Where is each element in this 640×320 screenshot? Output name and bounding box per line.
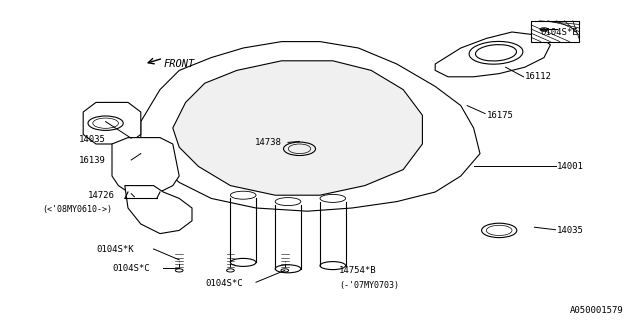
Text: 14738: 14738 [255,138,282,147]
Polygon shape [125,186,192,234]
Text: (<'08MY0610->): (<'08MY0610->) [42,205,112,214]
Text: 14001: 14001 [557,162,584,171]
Text: 0104S*E: 0104S*E [541,28,579,36]
Text: A050001579: A050001579 [570,306,624,315]
Text: 0104S*C: 0104S*C [113,264,150,273]
Text: (-'07MY0703): (-'07MY0703) [339,281,399,290]
Text: 16112: 16112 [525,72,552,81]
Text: 16139: 16139 [79,156,106,164]
FancyBboxPatch shape [531,21,579,42]
Polygon shape [83,102,141,144]
Text: FRONT: FRONT [163,59,195,69]
Text: 0104S*K: 0104S*K [97,245,134,254]
Text: 16175: 16175 [486,111,513,120]
Text: 14035: 14035 [79,135,106,144]
Polygon shape [141,42,480,211]
Text: 14754*B: 14754*B [339,266,377,275]
Polygon shape [435,32,550,77]
Polygon shape [112,138,179,195]
Ellipse shape [320,262,346,269]
Text: 14726: 14726 [88,191,115,200]
Ellipse shape [275,265,301,273]
Polygon shape [173,61,422,195]
Ellipse shape [230,259,256,266]
Text: 14035: 14035 [557,226,584,235]
Text: 0104S*C: 0104S*C [205,279,243,288]
